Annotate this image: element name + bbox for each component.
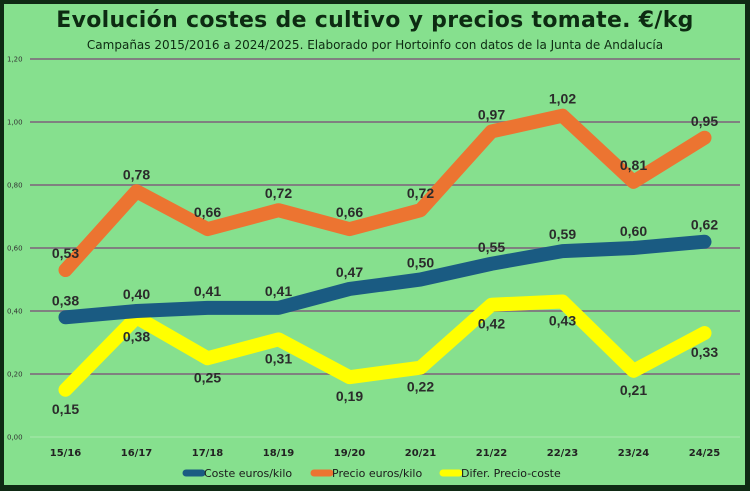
data-label: 0,41 (194, 283, 221, 299)
data-label: 0,53 (52, 245, 79, 261)
data-label: 0,47 (336, 264, 363, 280)
x-tick-label: 19/20 (334, 448, 366, 459)
x-tick-label: 20/21 (405, 448, 437, 459)
series-line-difer-precio-coste (58, 294, 712, 397)
data-label: 0,40 (123, 286, 150, 302)
data-label: 0,43 (549, 313, 576, 329)
series-lines (58, 108, 712, 397)
chart-subtitle: Campañas 2015/2016 a 2024/2025. Elaborad… (86, 38, 664, 52)
x-tick-label: 17/18 (192, 448, 224, 459)
data-label: 0,66 (336, 204, 363, 220)
data-label: 0,81 (620, 157, 647, 173)
data-label: 0,31 (265, 350, 292, 366)
y-tick-label: 1,20 (7, 56, 23, 64)
x-tick-label: 22/23 (547, 448, 579, 459)
data-label: 0,25 (194, 369, 221, 385)
x-tick-label: 15/16 (50, 448, 82, 459)
series-line-coste-euros-kilo (58, 234, 712, 325)
y-axis: 0,00 0,20 0,40 0,60 0,80 1,00 1,20 (7, 56, 23, 442)
data-label: 0,72 (265, 185, 292, 201)
data-label: 0,38 (52, 292, 79, 308)
y-tick-label: 0,80 (7, 182, 23, 190)
data-label: 0,19 (336, 388, 363, 404)
y-tick-label: 1,00 (7, 119, 23, 127)
data-label: 0,60 (620, 223, 647, 239)
x-tick-label: 18/19 (263, 448, 295, 459)
y-tick-label: 0,60 (7, 245, 23, 253)
data-label: 0,38 (123, 328, 150, 344)
data-label: 0,78 (123, 166, 150, 182)
legend-label: Difer. Precio-coste (461, 467, 561, 480)
legend-label: Coste euros/kilo (204, 467, 292, 480)
data-label: 0,41 (265, 283, 292, 299)
data-label: 1,02 (549, 91, 576, 107)
x-tick-label: 21/22 (476, 448, 508, 459)
x-tick-label: 23/24 (618, 448, 650, 459)
y-tick-label: 0,00 (7, 434, 23, 442)
data-labels: 0,38 0,40 0,41 0,41 0,47 0,50 0,55 0,59 0,60 0,62… (52, 91, 718, 417)
data-label: 0,95 (691, 113, 718, 129)
data-label: 0,62 (691, 217, 718, 233)
legend: Coste euros/kilo Precio euros/kilo Difer. … (182, 467, 561, 480)
data-label: 0,72 (407, 185, 434, 201)
legend-label: Precio euros/kilo (332, 467, 422, 480)
y-tick-label: 0,20 (7, 371, 23, 379)
data-label: 0,50 (407, 255, 434, 271)
chart-title: Evolución costes de cultivo y precios to… (56, 8, 694, 33)
data-label: 0,97 (478, 106, 505, 122)
x-tick-label: 16/17 (121, 448, 153, 459)
series-line-precio-euros-kilo (58, 108, 712, 278)
x-tick-label: 24/25 (689, 448, 721, 459)
x-axis: 15/16 16/17 17/18 18/19 19/20 20/21 21/22 22/23… (50, 448, 721, 459)
data-label: 0,59 (549, 226, 576, 242)
data-label: 0,21 (620, 382, 647, 398)
data-label: 0,42 (478, 316, 505, 332)
data-label: 0,15 (52, 401, 79, 417)
data-label: 0,22 (407, 379, 434, 395)
y-tick-label: 0,40 (7, 308, 23, 316)
data-label: 0,55 (478, 239, 505, 255)
data-label: 0,66 (194, 204, 221, 220)
data-label: 0,33 (691, 344, 718, 360)
